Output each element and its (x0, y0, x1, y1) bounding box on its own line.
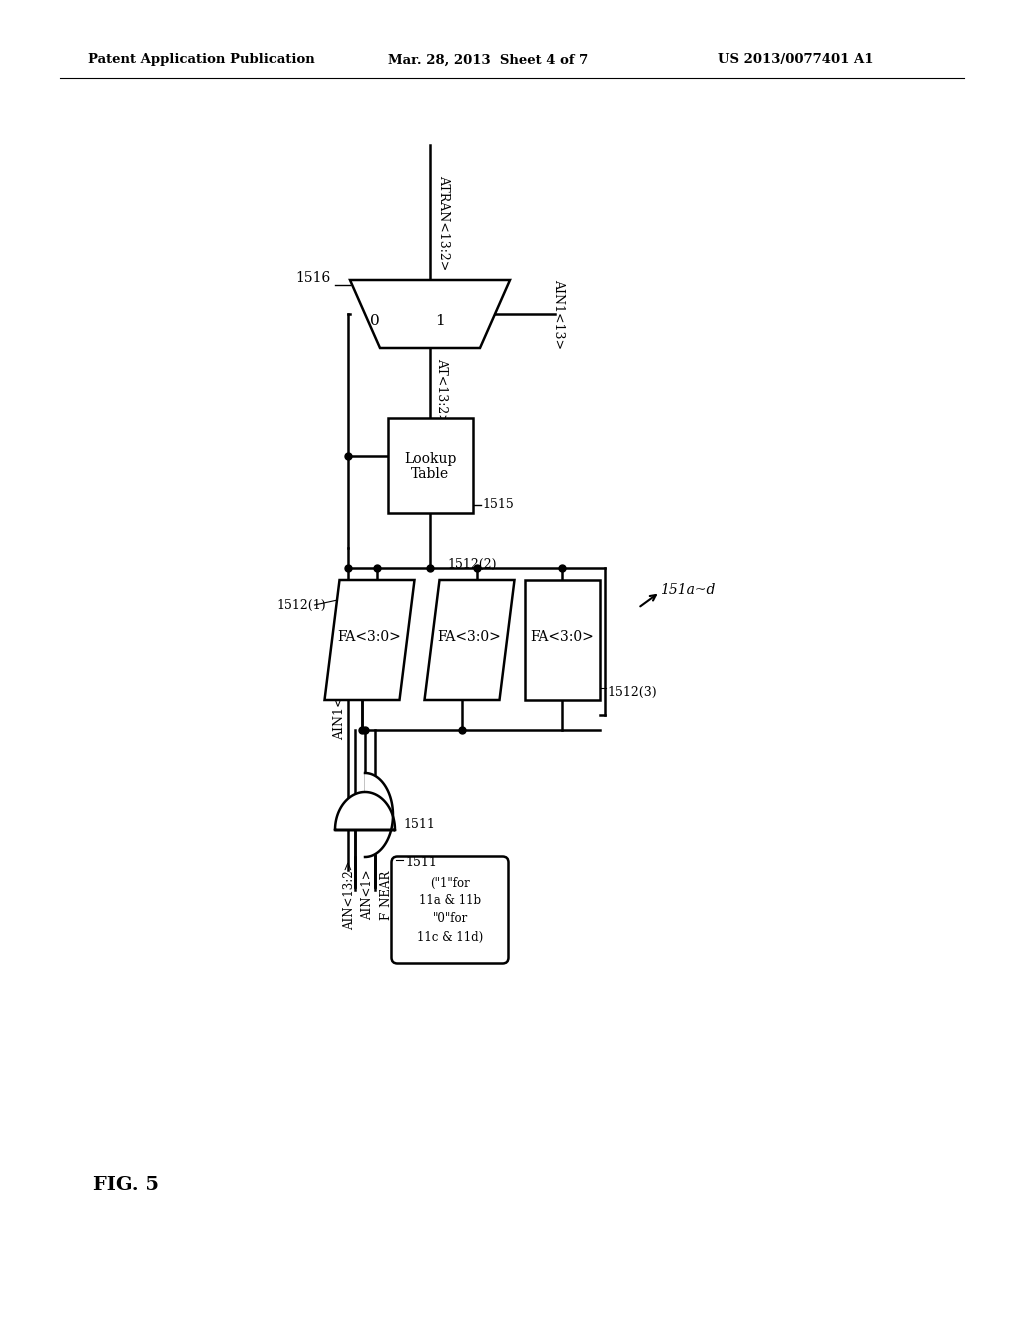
Polygon shape (350, 280, 510, 348)
Text: 1511: 1511 (406, 855, 437, 869)
Text: 151a~d: 151a~d (660, 583, 716, 597)
Text: 1515: 1515 (482, 499, 514, 511)
Text: 1512(2): 1512(2) (447, 557, 497, 570)
Polygon shape (365, 774, 393, 857)
Polygon shape (335, 792, 395, 830)
Text: 1512(1): 1512(1) (276, 598, 326, 611)
Text: F_NEAR: F_NEAR (379, 870, 391, 920)
Text: Table: Table (411, 466, 450, 480)
Text: AIN1<13:2>: AIN1<13:2> (334, 657, 346, 741)
Text: AIN1<13>: AIN1<13> (553, 279, 565, 348)
Text: 0: 0 (370, 314, 380, 327)
Text: AT<13:2>: AT<13:2> (435, 358, 449, 424)
Text: FA<3:0>: FA<3:0> (437, 630, 502, 644)
Text: US 2013/0077401 A1: US 2013/0077401 A1 (718, 54, 873, 66)
Text: FA<3:0>: FA<3:0> (338, 630, 401, 644)
Polygon shape (524, 579, 599, 700)
Text: FIG. 5: FIG. 5 (93, 1176, 159, 1195)
Text: FA<3:0>: FA<3:0> (530, 630, 594, 644)
Polygon shape (425, 579, 514, 700)
Text: 1511: 1511 (403, 818, 435, 832)
Text: ATRAN<13:2>: ATRAN<13:2> (437, 174, 450, 271)
Text: Patent Application Publication: Patent Application Publication (88, 54, 314, 66)
FancyBboxPatch shape (387, 418, 472, 513)
Text: 1512(3): 1512(3) (607, 685, 657, 698)
Text: Lookup: Lookup (403, 453, 456, 466)
Text: 1: 1 (435, 314, 444, 327)
Text: AIN<1>: AIN<1> (361, 870, 375, 920)
Text: AIN<13:2>: AIN<13:2> (343, 861, 356, 929)
Text: 1516: 1516 (295, 271, 331, 285)
Text: Mar. 28, 2013  Sheet 4 of 7: Mar. 28, 2013 Sheet 4 of 7 (388, 54, 588, 66)
Text: ("1"for
11a & 11b
"0"for
11c & 11d): ("1"for 11a & 11b "0"for 11c & 11d) (417, 876, 483, 944)
Polygon shape (325, 579, 415, 700)
